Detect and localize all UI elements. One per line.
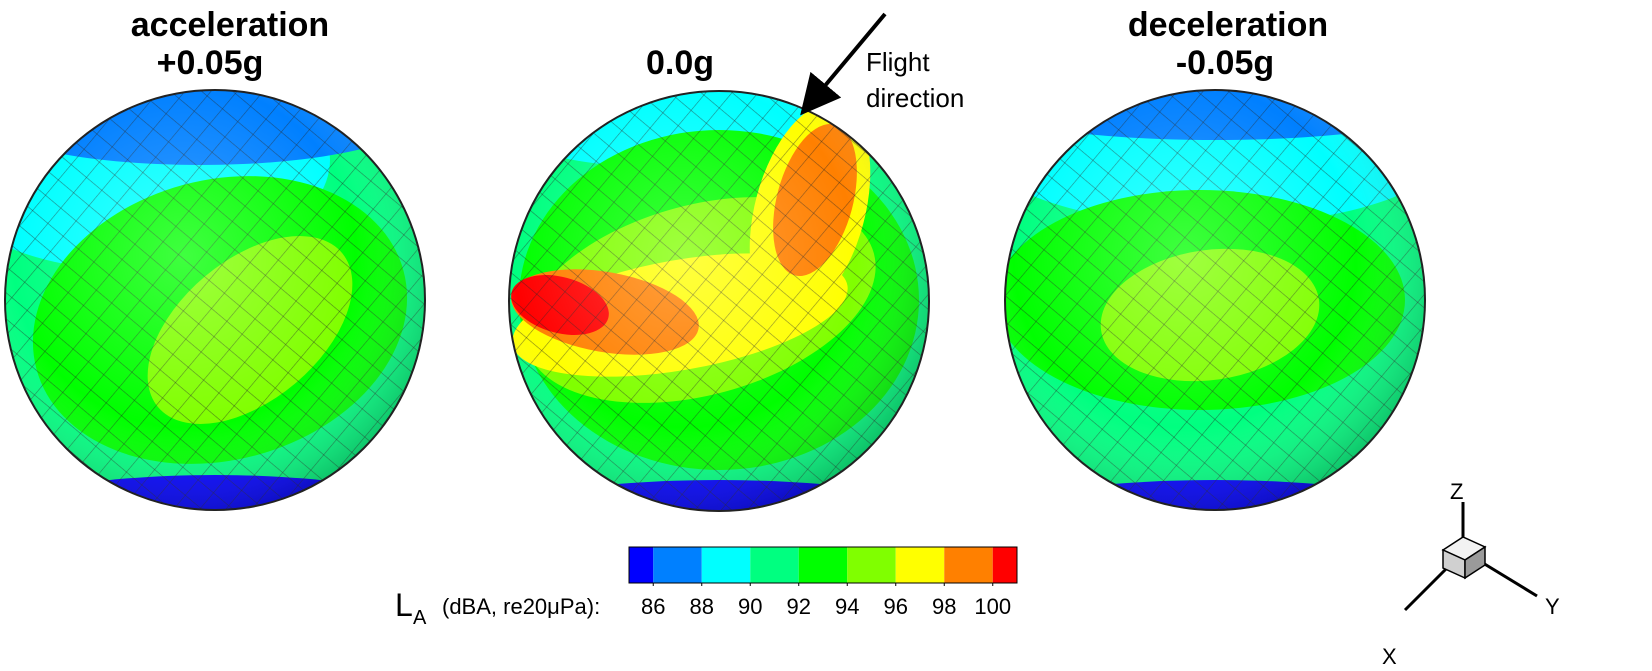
- colorbar-tick-label: 86: [641, 594, 665, 619]
- sphere-deceleration: [985, 70, 1445, 560]
- colorbar-tick-label: 88: [690, 594, 714, 619]
- annotation: Flight: [866, 47, 930, 77]
- colorbar-label: L: [395, 587, 413, 623]
- colorbar-band: [702, 547, 751, 583]
- colorbar-band: [653, 547, 702, 583]
- panel-title: deceleration: [1128, 6, 1328, 44]
- sphere-zero: [480, 60, 949, 560]
- colorbar-tick-label: 98: [932, 594, 956, 619]
- axis-triad: [1405, 502, 1537, 610]
- panel-title: -0.05g: [1176, 44, 1274, 82]
- colorbar-band: [896, 547, 945, 583]
- colorbar-label-subscript: A: [413, 607, 427, 629]
- axis-label: X: [1382, 644, 1397, 669]
- colorbar-band: [847, 547, 896, 583]
- sphere-acceleration: [0, 50, 445, 565]
- axis-label: Y: [1545, 594, 1560, 619]
- figure: acceleration +0.05g 0.0g deceleration -0…: [0, 0, 1652, 671]
- colorbar-tick-label: 90: [738, 594, 762, 619]
- colorbar-tick-label: 96: [884, 594, 908, 619]
- colorbar-band: [629, 547, 653, 583]
- panel-title: 0.0g: [646, 44, 714, 82]
- colorbar-band: [944, 547, 993, 583]
- colorbar-tick-label: 92: [787, 594, 811, 619]
- colorbar-tick-label: 94: [835, 594, 859, 619]
- colorbar-band: [993, 547, 1017, 583]
- colorbar-units: (dBA, re20μPa):: [442, 594, 600, 619]
- colorbar-band: [799, 547, 848, 583]
- panel-title: +0.05g: [157, 44, 264, 82]
- annotation: direction: [866, 83, 964, 113]
- colorbar-band: [750, 547, 799, 583]
- axis-label: Z: [1450, 479, 1463, 504]
- colorbar-tick-label: 100: [974, 594, 1011, 619]
- panel-title: acceleration: [131, 6, 329, 44]
